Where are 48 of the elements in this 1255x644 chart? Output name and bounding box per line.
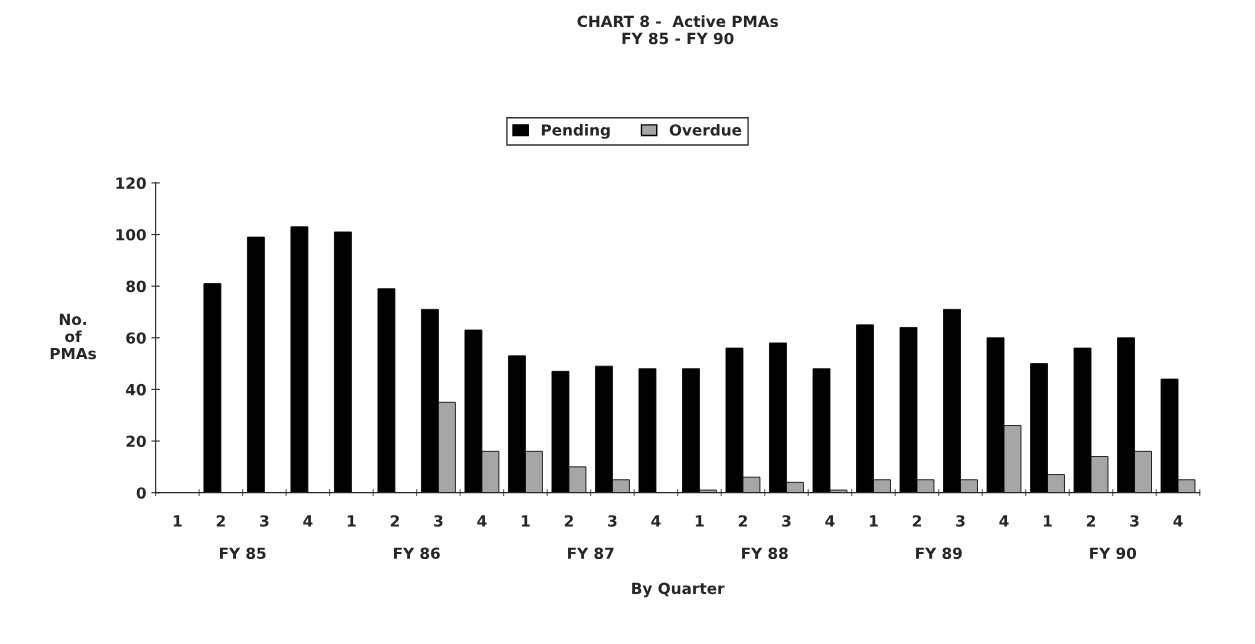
legend-label: Overdue: [669, 123, 742, 136]
chart-title: CHART 8 - Active PMAs FY 85 - FY 90: [577, 15, 778, 45]
text: FY 87: [568, 547, 614, 560]
x-tick-label: 3: [260, 515, 269, 527]
x-tick-label: 1: [173, 515, 182, 527]
x-tick-label: 4: [303, 515, 313, 527]
text: FY 86: [394, 547, 440, 560]
x-tick-label: 2: [912, 515, 921, 527]
bar: [377, 288, 396, 493]
y-tick-label: 20: [126, 435, 146, 448]
x-tick-label: 2: [390, 515, 399, 527]
x-tick-label: 1: [347, 515, 356, 527]
x-axis-title: By Quarter: [632, 582, 725, 598]
bar: [290, 226, 309, 493]
x-tick-label: 1: [1043, 515, 1052, 527]
y-tick-label: 40: [126, 383, 146, 396]
x-tick-label: 4: [477, 515, 487, 527]
bar: [203, 283, 222, 493]
x-tick-label: 4: [651, 515, 661, 527]
text: FY 85: [220, 547, 266, 560]
bar: [247, 236, 265, 493]
text: FY 89: [916, 547, 962, 560]
y-tick-label: 100: [116, 228, 146, 241]
x-tick-label: 2: [1086, 515, 1095, 527]
y-tick-label: 120: [116, 177, 146, 189]
x-tick-label: 2: [738, 515, 747, 527]
y-tick-label: 60: [126, 332, 146, 344]
x-tick-label: 2: [216, 515, 225, 527]
bar: [334, 231, 352, 493]
x-tick-label: 4: [999, 515, 1009, 527]
y-tick-label: 0: [136, 487, 146, 499]
x-tick-label: 1: [521, 515, 530, 527]
x-tick-label: 1: [695, 515, 704, 527]
x-tick-label: 3: [956, 515, 965, 527]
x-tick-label: 3: [1130, 515, 1139, 527]
x-tick-label: 3: [434, 515, 443, 527]
x-tick-label: 4: [1173, 515, 1183, 527]
x-tick-label: 1: [869, 515, 878, 527]
legend-label: Pending: [541, 123, 610, 139]
x-tick-label: 3: [608, 515, 617, 527]
x-tick-label: 4: [825, 515, 835, 527]
text: FY 90: [1090, 547, 1137, 560]
x-tick-label: 3: [782, 515, 791, 527]
y-axis-title: No. of PMAs: [50, 313, 96, 360]
bar: [638, 368, 657, 493]
x-tick-label: 2: [564, 515, 573, 527]
y-tick-label: 80: [126, 280, 146, 293]
text: FY 88: [742, 547, 788, 560]
